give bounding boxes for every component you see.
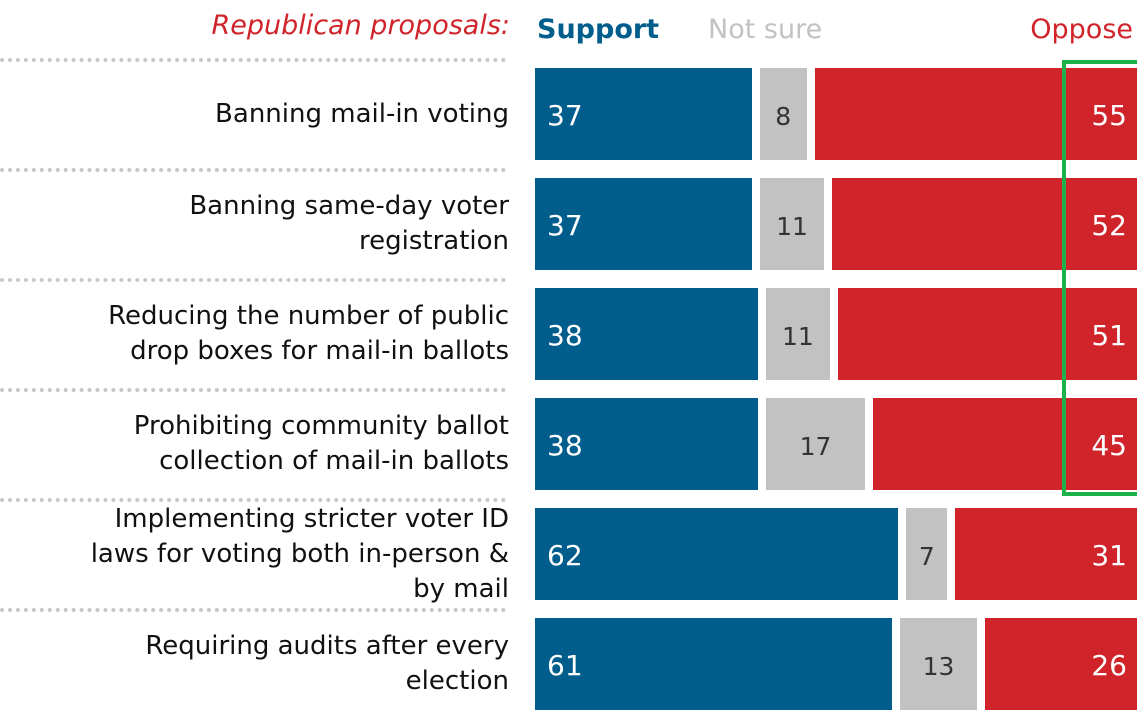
bar-not-sure [900, 618, 977, 710]
bar-oppose [955, 508, 1137, 600]
category-label-text: Requiring audits after every election [145, 631, 509, 696]
bar-not-sure [906, 508, 948, 600]
bar-oppose [838, 288, 1137, 380]
row-separator [0, 388, 506, 392]
data-label-not-sure: 11 [776, 211, 808, 241]
data-label-not-sure: 13 [922, 651, 955, 681]
category-label: Banning same-day voter registration [9, 172, 509, 276]
data-label-oppose: 45 [1091, 429, 1127, 462]
data-label-not-sure: 17 [799, 431, 832, 461]
category-label: Implementing stricter voter ID laws for … [9, 502, 509, 606]
legend-oppose: Oppose [1030, 14, 1133, 45]
row-separator [0, 608, 506, 612]
legend-support: Support [537, 14, 660, 45]
bar-support [535, 618, 893, 710]
category-label-text: Implementing stricter voter ID laws for … [90, 503, 509, 604]
data-label-oppose: 31 [1091, 539, 1127, 572]
bar-not-sure [765, 288, 831, 380]
data-label-support: 38 [547, 319, 583, 352]
category-label: Requiring audits after every election [9, 612, 509, 716]
bar-support [535, 508, 899, 600]
category-label-text: Banning mail-in voting [215, 98, 509, 129]
data-label-support: 61 [547, 649, 583, 682]
data-label-oppose: 51 [1091, 319, 1127, 352]
data-label-support: 37 [547, 209, 583, 242]
category-label-text: Banning same-day voter registration [189, 191, 509, 256]
category-label-text: Prohibiting community ballot collection … [133, 411, 509, 476]
data-label-oppose: 52 [1091, 209, 1127, 242]
data-label-not-sure: 7 [918, 541, 935, 571]
bar-not-sure [759, 68, 807, 160]
bar-not-sure [765, 398, 866, 490]
data-label-oppose: 26 [1091, 649, 1127, 682]
row-separator [0, 278, 506, 282]
data-label-support: 38 [547, 429, 583, 462]
category-label-text: Reducing the number of public drop boxes… [108, 301, 509, 366]
category-label: Reducing the number of public drop boxes… [9, 282, 509, 386]
category-label: Prohibiting community ballot collection … [9, 392, 509, 496]
data-label-not-sure: 8 [775, 101, 792, 131]
data-label-not-sure: 11 [781, 321, 814, 351]
bar-support [535, 178, 752, 270]
row-separator [0, 58, 506, 62]
bar-support [535, 68, 752, 160]
category-label: Banning mail-in voting [9, 62, 509, 166]
bar-oppose [873, 398, 1137, 490]
legend-not-sure: Not sure [708, 14, 823, 45]
section-title: Republican proposals: [211, 10, 510, 41]
bar-not-sure [759, 178, 825, 270]
bar-support [535, 398, 758, 490]
data-label-support: 62 [547, 539, 583, 572]
row-separator [0, 498, 506, 502]
data-label-support: 37 [547, 99, 583, 132]
data-label-oppose: 55 [1091, 99, 1127, 132]
bar-oppose [984, 618, 1137, 710]
bar-oppose [832, 178, 1137, 270]
bar-support [535, 288, 758, 380]
oppose-highlight-box [1062, 60, 1137, 496]
bar-oppose [814, 68, 1137, 160]
row-separator [0, 168, 506, 172]
